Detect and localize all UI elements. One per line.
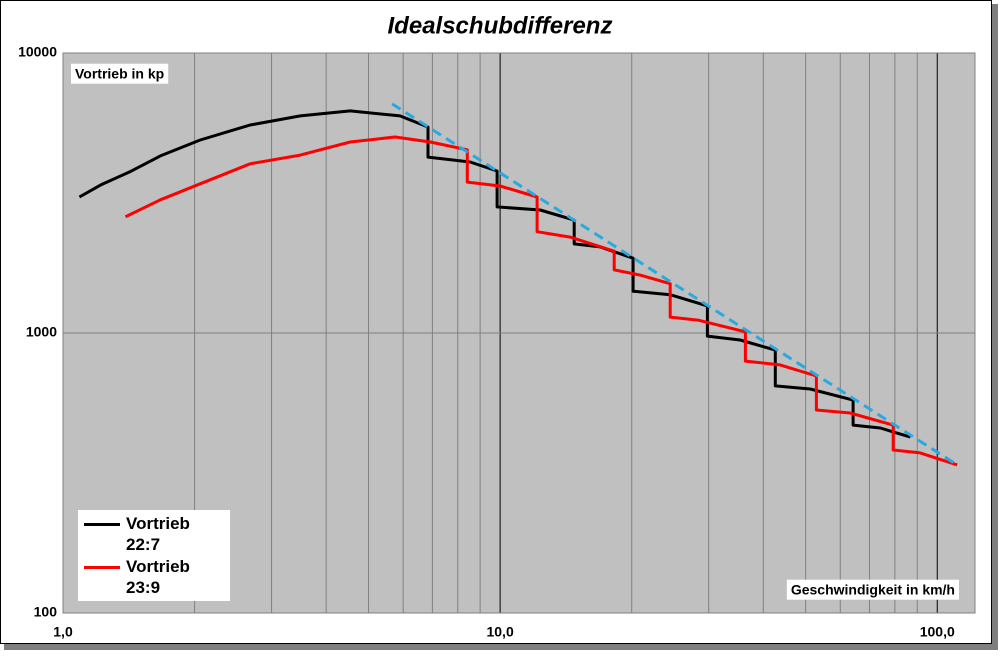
legend-item: Vortrieb 23:9 <box>78 556 230 598</box>
y-axis-label-group: Vortrieb in kp <box>71 63 169 84</box>
legend-swatch <box>84 523 120 526</box>
legend-label: Vortrieb 22:7 <box>126 514 190 554</box>
x-tick-label: 100,0 <box>920 624 955 640</box>
legend-item: Vortrieb 22:7 <box>78 513 230 555</box>
chart-title: Idealschubdifferenz <box>388 12 613 39</box>
y-tick-label: 100 <box>34 604 58 620</box>
y-axis-label-box <box>71 63 169 84</box>
x-tick-label: 10,0 <box>486 624 513 640</box>
x-axis-label-group: Geschwindigkeit in km/h <box>786 579 959 600</box>
legend-label: Vortrieb 23:9 <box>126 557 190 597</box>
x-axis-label: Geschwindigkeit in km/h <box>791 582 955 598</box>
series-line <box>124 135 958 467</box>
x-axis-label-box <box>786 579 959 600</box>
legend: Vortrieb 22:7 Vortrieb 23:9 <box>78 510 230 601</box>
y-axis-label: Vortrieb in kp <box>75 66 164 82</box>
plot-border <box>62 52 976 614</box>
y-tick-label: 10000 <box>18 44 57 60</box>
x-tick-label: 1,0 <box>53 624 73 640</box>
legend-swatch <box>84 566 120 569</box>
y-tick-label: 1000 <box>26 324 57 340</box>
